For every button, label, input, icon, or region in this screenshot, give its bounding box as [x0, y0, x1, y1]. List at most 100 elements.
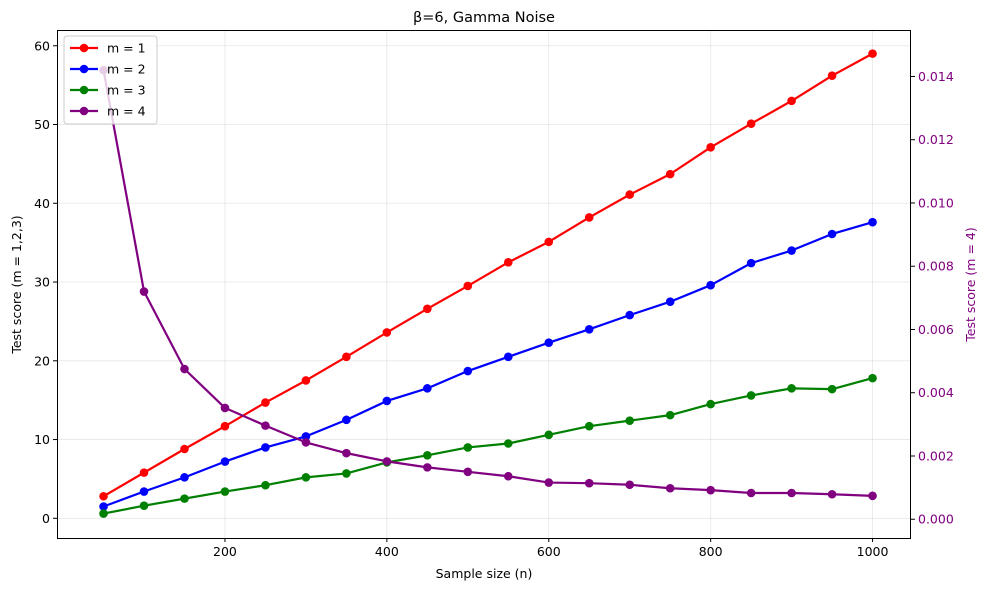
data-point-m3 [503, 439, 513, 448]
legend-label-m1: m = 1 [107, 41, 146, 56]
data-point-m4 [584, 478, 594, 488]
data-point-m3 [301, 473, 311, 482]
data-point-m2 [261, 443, 270, 452]
y-left-tick-label: 60 [34, 38, 50, 53]
data-point-m3 [665, 410, 675, 420]
axes: 200 400 600 800 1000 0 10 20 30 40 50 60 0.000 0.002 0… [34, 38, 954, 559]
data-point-m4 [382, 457, 392, 466]
grid [57, 30, 911, 538]
data-point-m2 [625, 310, 635, 320]
y-left-tick-label: 0 [42, 511, 50, 526]
data-point-m2 [220, 457, 230, 466]
data-point-m1 [382, 328, 392, 337]
data-point-m1 [746, 119, 756, 129]
data-point-m3 [827, 384, 837, 394]
data-point-m3 [544, 430, 554, 440]
y-right-tick-label: 0.006 [918, 322, 954, 337]
y-left-tick-label: 50 [34, 117, 50, 132]
data-point-m1 [463, 281, 473, 291]
data-point-m1 [868, 49, 877, 58]
data-point-m3 [99, 509, 108, 518]
data-point-m4 [746, 488, 756, 498]
series-line-m2 [103, 221, 873, 508]
y-right-tick-label: 0.010 [918, 195, 954, 210]
data-point-m4 [544, 478, 554, 487]
data-point-m2 [139, 487, 149, 496]
data-point-m4 [301, 438, 311, 447]
data-point-m2 [382, 396, 392, 406]
x-tick-label: 400 [375, 544, 399, 559]
data-point-m2 [746, 258, 756, 268]
data-point-m2 [584, 324, 594, 334]
series-line-m4 [102, 69, 873, 497]
legend-label-m2: m = 2 [107, 62, 146, 77]
data-point-m4 [261, 421, 270, 430]
data-point-m4 [180, 364, 189, 374]
chart-title: β=6, Gamma Noise [413, 10, 555, 26]
data-point-m3 [706, 399, 715, 409]
x-tick-label: 600 [537, 544, 561, 559]
data-point-m2 [99, 502, 108, 511]
data-point-m3 [625, 416, 635, 425]
data-point-m3 [139, 501, 149, 511]
legend-marker-m3 [79, 85, 89, 95]
data-point-m2 [827, 229, 837, 239]
data-point-m2 [665, 297, 675, 307]
data-point-m1 [665, 169, 675, 179]
data-point-m2 [301, 432, 311, 441]
data-point-m3 [220, 487, 230, 496]
data-point-m4 [463, 467, 473, 477]
y-axis-left-title: Test score (m = 1,2,3) [9, 215, 24, 354]
legend-label-m3: m = 3 [107, 83, 146, 98]
data-point-m3 [180, 494, 189, 503]
data-point-m2 [342, 415, 351, 425]
y-left-tick-label: 40 [34, 196, 50, 211]
data-point-m1 [827, 71, 837, 80]
y-right-tick-label: 0.014 [918, 69, 954, 84]
data-point-m1 [180, 444, 189, 454]
data-point-m1 [544, 237, 554, 247]
legend: m = 1 m = 2 m = 3 m = 4 [63, 35, 158, 125]
data-point-m2 [544, 338, 554, 347]
data-point-m1 [706, 143, 715, 152]
data-point-m3 [342, 469, 351, 478]
data-point-m4 [503, 471, 513, 481]
data-point-m2 [463, 366, 473, 376]
y-right-tick-label: 0.012 [918, 132, 954, 147]
data-point-m3 [787, 384, 796, 393]
legend-marker-m1 [79, 43, 89, 53]
data-point-m1 [342, 352, 351, 362]
data-point-m1 [99, 491, 108, 501]
x-axis-title: Sample size (n) [436, 566, 533, 581]
data-point-m1 [787, 96, 796, 106]
data-point-m1 [220, 421, 230, 431]
series-m1 [99, 49, 877, 501]
data-point-m4 [827, 489, 837, 499]
data-point-m2 [868, 217, 877, 227]
y-right-tick-label: 0.000 [918, 512, 954, 527]
y-axis-right-title: Test score (m = 4) [963, 227, 978, 342]
data-point-m2 [787, 246, 796, 255]
series-line-m1 [102, 52, 874, 498]
plot-frame [57, 30, 911, 539]
series-m3 [99, 373, 877, 518]
legend-label-m4: m = 4 [107, 104, 146, 119]
y-left-tick-label: 30 [34, 275, 50, 290]
y-right-tick-label: 0.002 [918, 448, 954, 463]
data-point-m1 [625, 190, 635, 199]
legend-box [63, 35, 158, 125]
data-point-m1 [139, 468, 149, 477]
data-point-m4 [787, 488, 796, 498]
data-point-m3 [584, 421, 594, 431]
data-point-m3 [868, 373, 877, 383]
legend-marker-m4 [79, 106, 89, 116]
y-right-tick-label: 0.008 [918, 259, 954, 274]
x-tick-label: 1000 [857, 544, 889, 559]
data-point-m1 [423, 304, 432, 314]
y-left-tick-label: 10 [34, 432, 50, 447]
data-point-m4 [625, 480, 635, 490]
x-tick-label: 800 [699, 544, 723, 559]
x-tick-label: 200 [213, 544, 237, 559]
